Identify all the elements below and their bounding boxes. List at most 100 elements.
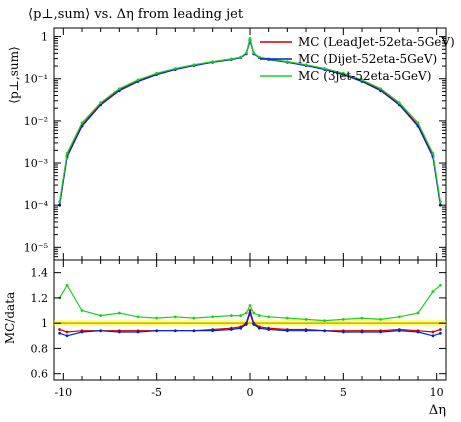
main-series-point	[211, 60, 215, 64]
main-y-tick-label: 10⁻⁵	[24, 241, 48, 254]
ratio-y-tick-label: 0.6	[31, 368, 49, 381]
ratio-x-tick-label: 5	[340, 386, 347, 399]
ratio-series-point	[244, 323, 248, 326]
ratio-y-tick-label: 0.8	[31, 342, 49, 355]
ratio-series-point	[248, 304, 252, 307]
ratio-series-point	[285, 329, 289, 333]
main-y-tick-label: 10⁻³	[24, 157, 48, 170]
ratio-series-point	[267, 328, 271, 331]
ratio-series-point	[80, 309, 84, 312]
ratio-series-point	[117, 311, 121, 315]
ratio-series-point	[173, 315, 177, 319]
main-series-point	[360, 78, 364, 82]
main-y-tick-label: 1	[41, 31, 48, 44]
ratio-plot-frame	[53, 259, 447, 381]
ratio-series-point	[65, 283, 69, 287]
ratio-series-point	[252, 311, 256, 315]
ratio-series-point	[439, 331, 442, 335]
ratio-series-point	[439, 283, 442, 287]
main-series-point	[192, 63, 196, 67]
ratio-series-point	[155, 329, 159, 333]
ratio-series-point	[58, 328, 61, 331]
main-series-point	[304, 63, 308, 67]
ratio-series-point	[304, 317, 308, 321]
main-series-point	[173, 67, 177, 70]
ratio-series-point	[431, 290, 435, 293]
ratio-y-axis: 1.4 1.2 1 0.8 0.6	[31, 267, 446, 381]
main-y-tick-label: 10⁻⁴	[24, 199, 49, 212]
ratio-series-point	[58, 331, 61, 335]
main-series-point	[155, 71, 159, 75]
ratio-series-group	[58, 283, 442, 338]
main-y-tick-label: 10⁻¹	[24, 73, 48, 86]
legend-entry-label: MC (LeadJet-52eta-5GeV)	[298, 35, 455, 49]
main-series-point	[285, 60, 289, 64]
ratio-x-tick-label: -10	[54, 386, 72, 399]
main-series-point	[257, 55, 261, 59]
ratio-series-point	[285, 316, 289, 320]
ratio-series-point	[416, 311, 420, 315]
ratio-x-tick-label: 0	[247, 386, 254, 399]
x-axis-label: Δη	[429, 403, 446, 418]
ratio-series-point	[257, 314, 261, 317]
legend: MC (LeadJet-52eta-5GeV) MC (Dijet-52eta-5…	[260, 35, 455, 83]
ratio-series-point	[229, 328, 233, 331]
ratio-panel: 1.4 1.2 1 0.8 0.6 -10 -5 0 5 10 MC/data	[3, 259, 447, 399]
ratio-y-tick-label: 1	[41, 317, 48, 330]
ratio-y-axis-label: MC/data	[3, 292, 17, 344]
ratio-series-point	[341, 330, 345, 334]
ratio-series-point	[416, 330, 420, 334]
chart-title: ⟨p⊥,sum⟩ vs. Δη from leading jet	[28, 7, 244, 22]
ratio-series-point	[65, 330, 69, 334]
ratio-series-point	[360, 330, 364, 334]
main-x-ticks	[62, 28, 438, 260]
ratio-series-point	[136, 315, 140, 319]
ratio-series-point	[99, 314, 103, 317]
ratio-series-point	[304, 329, 308, 333]
ratio-series-point	[65, 334, 69, 338]
main-series-point	[397, 101, 401, 105]
main-series-point	[58, 200, 61, 204]
ratio-reference-band	[54, 320, 446, 327]
ratio-y-tick-label: 1.4	[31, 267, 49, 280]
main-series-point	[379, 89, 383, 93]
main-series-point	[244, 51, 248, 55]
main-series-point	[248, 37, 252, 40]
ratio-series-point	[173, 329, 177, 333]
main-series-point	[239, 55, 243, 59]
main-series-point	[439, 200, 442, 204]
ratio-series-point	[379, 330, 383, 334]
ratio-series-point	[211, 329, 215, 333]
main-y-axis-label: ⟨p⊥,sum⟩	[7, 46, 21, 103]
ratio-series-point	[155, 316, 159, 320]
ratio-series-point	[267, 315, 271, 319]
main-series-point	[117, 87, 121, 91]
ratio-series-point	[229, 314, 233, 317]
main-series-point	[117, 89, 121, 93]
main-series-point	[431, 151, 435, 155]
main-y-axis: 1 10⁻¹ 10⁻² 10⁻³ 10⁻⁴ 10⁻⁵	[24, 31, 446, 258]
ratio-series-point	[248, 309, 252, 312]
main-series-point	[65, 151, 69, 155]
ratio-series-point	[323, 319, 327, 323]
ratio-x-tick-label: -5	[151, 386, 162, 399]
ratio-series-point	[248, 311, 252, 315]
ratio-series-point	[323, 329, 327, 333]
ratio-series-point	[431, 330, 435, 334]
main-series-point	[229, 57, 233, 61]
ratio-series-point	[239, 314, 243, 317]
ratio-series-point	[379, 317, 383, 321]
ratio-series-point	[136, 330, 140, 334]
ratio-x-tick-label: 10	[430, 386, 444, 399]
ratio-x-axis: -10 -5 0 5 10	[54, 260, 444, 399]
ratio-series-point	[239, 326, 243, 330]
ratio-series-point	[439, 328, 442, 331]
ratio-series-point	[360, 316, 364, 320]
legend-entry-label: MC (Dijet-52eta-5GeV)	[298, 52, 437, 66]
ratio-series-point	[211, 315, 215, 319]
ratio-series-point	[192, 316, 196, 320]
main-series-point	[416, 121, 420, 125]
ratio-series-point	[431, 334, 435, 338]
main-series-point	[136, 78, 140, 82]
